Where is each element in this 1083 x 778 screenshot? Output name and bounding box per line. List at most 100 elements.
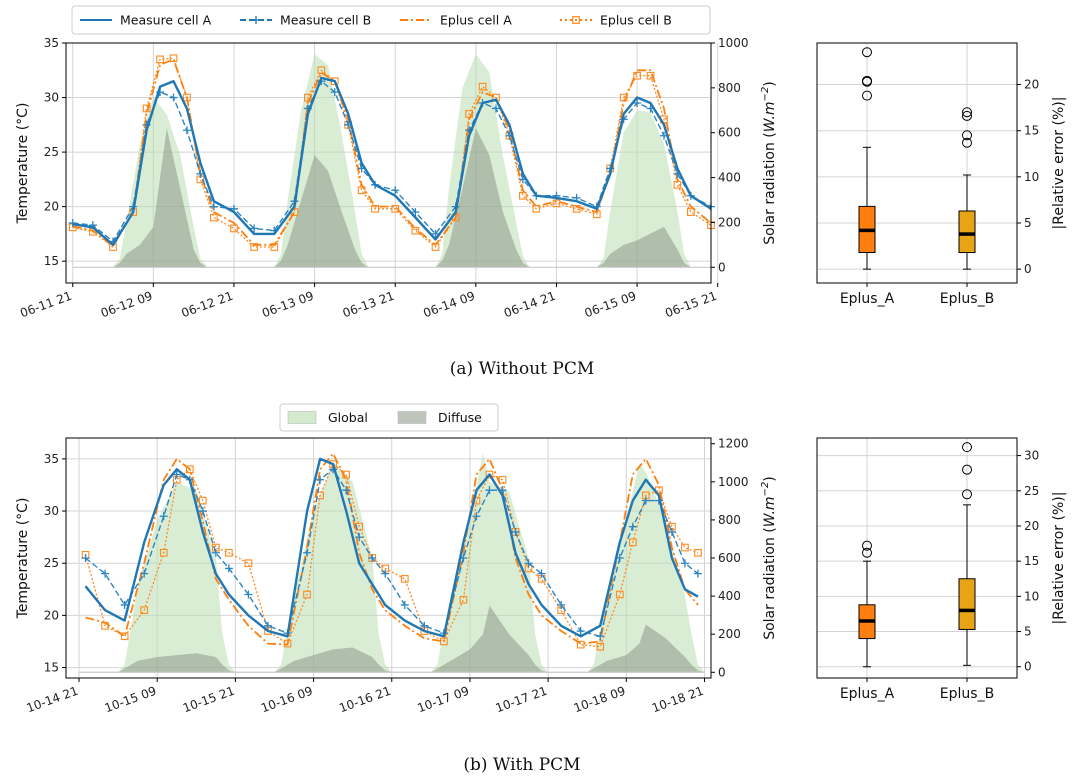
series-marker [681, 543, 689, 552]
y-tick-label: 5 [1024, 216, 1032, 230]
legend-label: Measure cell A [120, 13, 212, 28]
series-marker [472, 512, 481, 521]
x-tick-label: 06-11 21 [18, 289, 73, 321]
x-tick-label: 10-15 21 [181, 684, 236, 716]
y-tick-label: 30 [1024, 449, 1039, 463]
y-tick-label: 35 [44, 36, 59, 50]
legend-swatch [287, 411, 317, 424]
series-measure-cell-a [72, 76, 712, 247]
series-marker [646, 71, 655, 80]
box-eplus_b [958, 578, 976, 630]
y2-tick-label: 0 [718, 665, 726, 679]
y-tick-label: 20 [44, 200, 59, 214]
series-marker [342, 486, 351, 495]
series-marker [198, 496, 207, 505]
series-marker [459, 595, 468, 604]
series-marker [244, 559, 253, 568]
series-marker [198, 507, 207, 516]
outlier-point [962, 110, 972, 121]
y-tick-label: 25 [44, 145, 59, 159]
category-label: Eplus_A [840, 291, 895, 307]
series-marker [140, 569, 149, 578]
y2-tick-label: 400 [718, 589, 741, 603]
series-marker [596, 642, 605, 651]
series-marker [572, 204, 581, 213]
line-chart-with-pcm: 15 20 25 30 35 0 200 400 600 800 1000 1200 10-14 21 1… [15, 437, 778, 716]
y-tick-label: 25 [1024, 484, 1039, 498]
outlier-point [962, 137, 972, 148]
series-marker [140, 606, 149, 615]
series-eplus-cell-b [84, 463, 699, 648]
series-marker [381, 569, 390, 578]
y-tick-label: 25 [44, 556, 59, 570]
outlier-point [962, 130, 972, 141]
y2-tick-label: 400 [718, 171, 741, 185]
series-marker [641, 496, 650, 505]
y2-tick-label: 800 [718, 513, 741, 527]
y2-tick-label: 200 [718, 627, 741, 641]
series-marker [159, 512, 168, 521]
series-marker [411, 208, 420, 217]
y2-tick-label: 0 [718, 260, 726, 274]
x-tick-label: 06-13 21 [341, 289, 396, 321]
series-marker [537, 569, 546, 578]
series-measure-cell-b [85, 468, 699, 637]
series-marker [576, 640, 585, 649]
x-tick-label: 10-17 21 [494, 684, 549, 716]
y2-tick-label: 1200 [718, 437, 749, 451]
series-marker [680, 559, 689, 568]
y-tick-label: 5 [1024, 625, 1032, 639]
series-marker [244, 590, 253, 599]
series-marker [68, 219, 77, 227]
series-marker [498, 475, 507, 484]
series-marker [485, 470, 494, 479]
y-tick-label: 30 [44, 504, 59, 518]
caption-without-pcm: (a) Without PCM [450, 359, 594, 379]
series-marker [400, 600, 409, 609]
legend-marker [572, 16, 580, 24]
series-marker [263, 621, 272, 630]
series-marker [225, 548, 233, 557]
diffuse-radiation-area [72, 128, 711, 268]
series-marker [182, 126, 191, 135]
y-tick-label: 35 [44, 452, 59, 466]
series-marker [156, 55, 164, 64]
series-marker [693, 569, 702, 578]
outlier-point [862, 75, 872, 86]
legend-frame [71, 5, 711, 35]
x-tick-label: 06-14 21 [502, 289, 557, 321]
y-tick-label: 15 [1024, 124, 1039, 138]
series-marker [400, 575, 409, 583]
top-legend: Measure cell A Measure cell B Eplus cell A… [71, 5, 711, 35]
x-tick-label: 06-12 21 [180, 289, 235, 321]
series-marker [211, 548, 220, 557]
boxplot-without-pcm: Eplus_A Eplus_B 0 5 10 15 20 |Relative error (%… [816, 42, 1067, 307]
y2-axis-label: Solar radiation (W.m−2) [760, 81, 778, 245]
y-tick-label: 30 [44, 91, 59, 105]
y2-tick-label: 600 [718, 551, 741, 565]
radiation-legend: Global Diffuse [279, 403, 499, 432]
series-marker [411, 226, 420, 235]
series-marker [209, 213, 218, 222]
y-axis-label: |Relative error (%)| [1051, 492, 1067, 625]
series-marker [303, 590, 311, 599]
x-tick-label: 06-12 09 [99, 289, 154, 321]
y-tick-label: 15 [44, 661, 59, 675]
series-marker [552, 199, 561, 208]
series-marker [368, 554, 377, 562]
series-marker [371, 204, 379, 213]
series-marker [142, 104, 151, 113]
category-label: Eplus_B [940, 291, 994, 307]
y-tick-label: 20 [1024, 519, 1039, 533]
y2-tick-label: 1000 [718, 475, 749, 489]
category-label: Eplus_B [940, 686, 994, 702]
series-marker [172, 470, 181, 479]
series-marker [628, 538, 637, 547]
series-marker [224, 564, 233, 573]
y-tick-label: 0 [1024, 262, 1032, 276]
outlier-point [962, 107, 972, 118]
series-marker [628, 522, 637, 531]
series-marker [686, 208, 695, 216]
series-marker [532, 204, 541, 213]
